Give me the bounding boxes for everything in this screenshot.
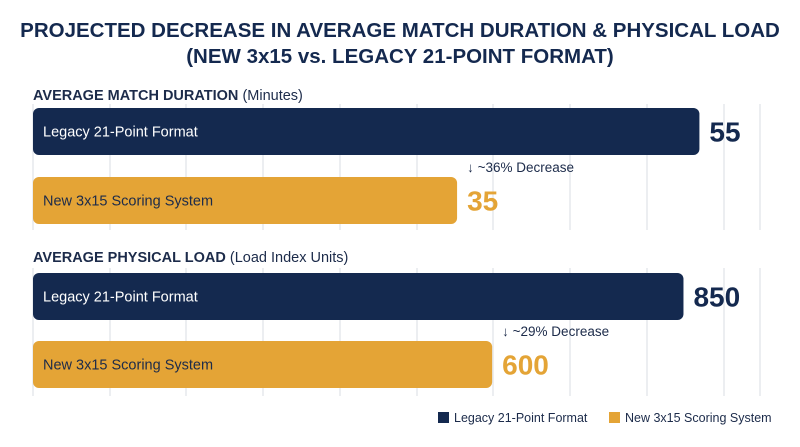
bar-legacy-panel-2: [33, 273, 684, 320]
annotation-decrease-panel-1: ↓ ~36% Decrease: [467, 160, 574, 175]
legend-swatch-legacy: [438, 412, 449, 423]
legend-swatch-new: [609, 412, 620, 423]
bar-label-legacy-panel-1: Legacy 21-Point Format: [43, 125, 198, 141]
legend-label-new: New 3x15 Scoring System: [625, 411, 772, 425]
bar-new-panel-2: [33, 341, 493, 388]
bar-label-legacy-panel-2: Legacy 21-Point Format: [43, 290, 198, 306]
annotation-decrease-panel-2: ↓ ~29% Decrease: [502, 324, 609, 339]
bar-new-panel-1: [33, 177, 458, 224]
bar-value-legacy-panel-2: 850: [693, 282, 740, 313]
bar-label-new-panel-1: New 3x15 Scoring System: [43, 194, 213, 210]
panel-2-heading: AVERAGE PHYSICAL LOAD (Load Index Units): [33, 250, 348, 266]
bars: Legacy 21-Point Format 55 New 3x15 Scoring…: [33, 108, 741, 388]
bar-legacy-panel-1: [33, 108, 700, 155]
panel-1-heading: AVERAGE MATCH DURATION (Minutes): [33, 88, 303, 104]
bar-value-new-panel-1: 35: [467, 186, 498, 217]
bar-value-legacy-panel-1: 55: [709, 117, 740, 148]
legend-label-legacy: Legacy 21-Point Format: [454, 411, 588, 425]
legend: Legacy 21-Point Format New 3x15 Scoring …: [438, 411, 772, 425]
chart-title-line-1: PROJECTED DECREASE IN AVERAGE MATCH DURA…: [20, 19, 780, 42]
bar-value-new-panel-2: 600: [502, 350, 549, 381]
bar-label-new-panel-2: New 3x15 Scoring System: [43, 358, 213, 374]
chart-title-line-2: (NEW 3x15 vs. LEGACY 21-POINT FORMAT): [186, 45, 614, 68]
